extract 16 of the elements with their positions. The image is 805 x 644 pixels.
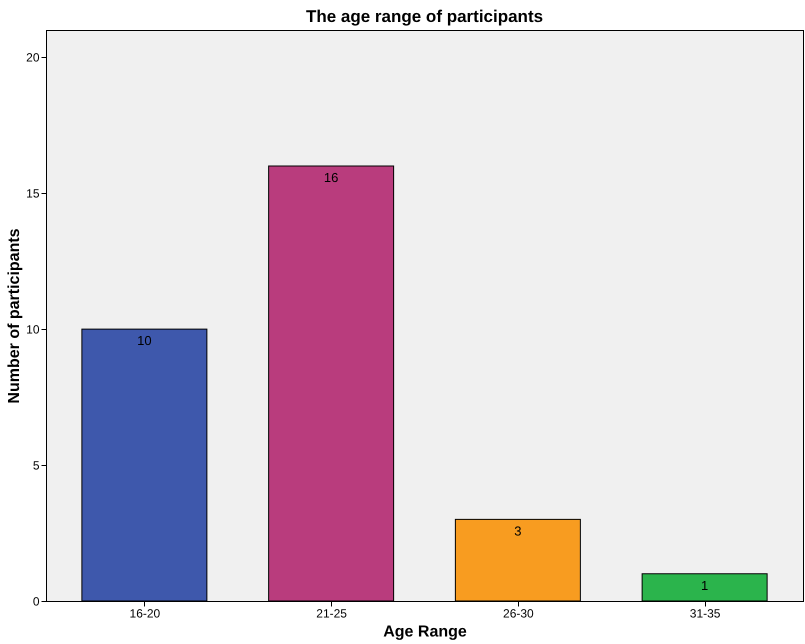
y-tick-label: 5 xyxy=(32,458,40,473)
data-label: 16 xyxy=(324,170,338,185)
x-tick-label: 21-25 xyxy=(316,606,348,620)
data-label: 1 xyxy=(701,578,708,593)
y-tick-label: 0 xyxy=(32,594,40,608)
chart-title: The age range of participants xyxy=(306,7,544,26)
x-axis-title: Age Range xyxy=(383,624,467,640)
x-tick-label: 26-30 xyxy=(503,606,534,620)
y-tick-label: 10 xyxy=(26,322,40,337)
y-tick-label: 20 xyxy=(26,50,40,65)
data-label: 10 xyxy=(137,333,152,348)
data-label: 3 xyxy=(514,523,522,538)
x-tick-label: 31-35 xyxy=(690,606,721,620)
y-tick-label: 15 xyxy=(26,186,40,201)
x-tick-label: 16-20 xyxy=(130,606,161,620)
y-axis-title: Number of participants xyxy=(6,228,24,404)
